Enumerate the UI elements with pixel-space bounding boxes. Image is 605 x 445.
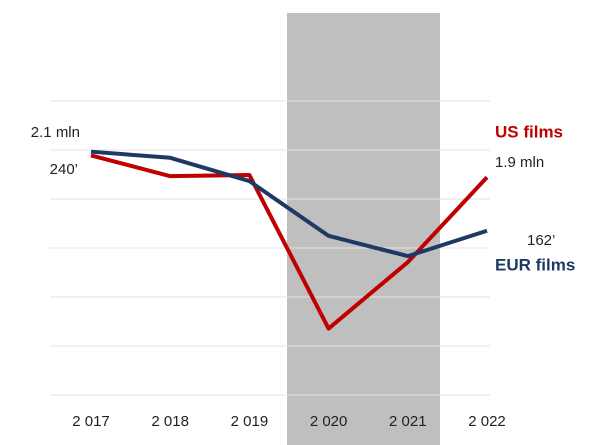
value-label: 1.9 mln bbox=[495, 154, 544, 171]
grid bbox=[50, 100, 490, 396]
legend-label: EUR films bbox=[495, 255, 575, 274]
highlight-band bbox=[287, 13, 440, 445]
x-tick-label: 2 022 bbox=[468, 413, 506, 430]
series-line bbox=[90, 153, 489, 331]
series-line bbox=[90, 149, 488, 259]
x-tick-label: 2 020 bbox=[310, 413, 348, 430]
x-tick-label: 2 021 bbox=[389, 413, 427, 430]
x-tick-label: 2 019 bbox=[231, 413, 269, 430]
value-label: 2.1 mln bbox=[31, 124, 80, 141]
x-tick-label: 2 017 bbox=[72, 413, 110, 430]
value-label: 240’ bbox=[50, 161, 78, 178]
x-tick-label: 2 018 bbox=[151, 413, 189, 430]
value-label: 162’ bbox=[527, 232, 555, 249]
legend-label: US films bbox=[495, 122, 563, 141]
